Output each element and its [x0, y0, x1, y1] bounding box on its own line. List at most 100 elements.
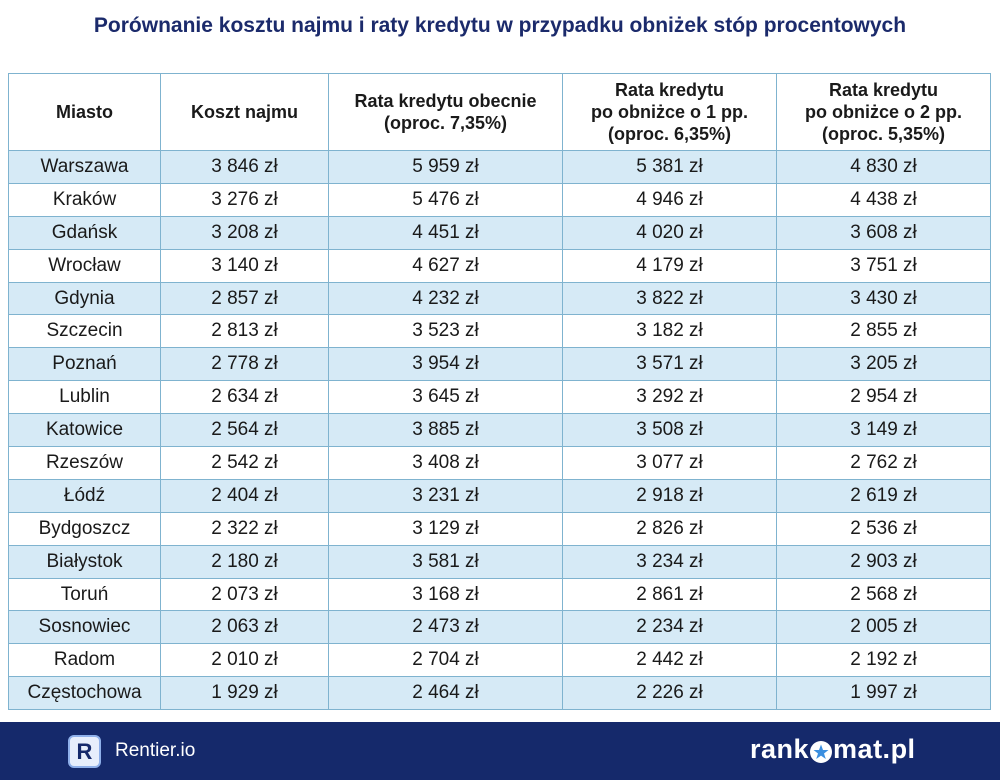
value-cell: 2 404 zł: [160, 478, 329, 513]
value-cell: 4 438 zł: [776, 182, 991, 217]
city-cell: Lublin: [8, 380, 161, 415]
value-cell: 3 077 zł: [562, 446, 777, 480]
value-cell: 2 861 zł: [562, 577, 777, 612]
comparison-table: Miasto Koszt najmu Rata kredytu obecnie (op…: [8, 73, 991, 711]
city-cell: Wrocław: [8, 248, 161, 283]
city-cell: Katowice: [8, 413, 161, 448]
value-cell: 2 180 zł: [160, 544, 329, 579]
column-header-line: Miasto: [55, 102, 113, 122]
value-cell: 3 885 zł: [328, 413, 563, 448]
table-row: Częstochowa 1 929 zł 2 464 zł 2 226 zł 1 997…: [8, 676, 991, 711]
value-cell: 3 751 zł: [776, 248, 991, 283]
table-row: Radom 2 010 zł 2 704 zł 2 442 zł 2 192 zł: [8, 643, 991, 678]
city-cell: Gdynia: [8, 281, 161, 316]
value-cell: 3 149 zł: [776, 413, 991, 448]
city-cell: Warszawa: [8, 150, 161, 184]
value-cell: 3 140 zł: [160, 248, 329, 283]
value-cell: 3 276 zł: [160, 182, 329, 217]
value-cell: 2 568 zł: [776, 577, 991, 612]
value-cell: 2 918 zł: [562, 478, 777, 513]
rankomat-logo-suffix: mat.pl: [833, 734, 916, 764]
column-header-line: po obniżce o 2 pp.: [805, 102, 962, 122]
rentier-logo-icon: R: [68, 735, 101, 768]
table-row: Warszawa 3 846 zł 5 959 zł 5 381 zł 4 830 zł: [8, 150, 991, 184]
value-cell: 2 564 zł: [160, 413, 329, 448]
value-cell: 2 073 zł: [160, 577, 329, 612]
value-cell: 3 234 zł: [562, 544, 777, 579]
city-cell: Bydgoszcz: [8, 511, 161, 546]
city-cell: Toruń: [8, 577, 161, 612]
value-cell: 3 508 zł: [562, 413, 777, 448]
city-cell: Kraków: [8, 182, 161, 217]
city-cell: Częstochowa: [8, 676, 161, 711]
city-cell: Sosnowiec: [8, 610, 161, 645]
city-cell: Szczecin: [8, 314, 161, 349]
value-cell: 4 627 zł: [328, 248, 563, 283]
table-row: Gdańsk 3 208 zł 4 451 zł 4 020 zł 3 608 zł: [8, 215, 991, 250]
value-cell: 4 020 zł: [562, 215, 777, 250]
value-cell: 2 778 zł: [160, 347, 329, 382]
value-cell: 3 954 zł: [328, 347, 563, 382]
value-cell: 2 855 zł: [776, 314, 991, 349]
column-header-line: (oproc. 7,35%): [383, 113, 508, 133]
rankomat-logo-prefix: rank: [750, 734, 810, 764]
value-cell: 3 822 zł: [562, 281, 777, 316]
column-header-line: Koszt najmu: [190, 102, 298, 122]
value-cell: 3 292 zł: [562, 380, 777, 415]
value-cell: 3 430 zł: [776, 281, 991, 316]
table-row: Poznań 2 778 zł 3 954 zł 3 571 zł 3 205 zł: [8, 347, 991, 382]
value-cell: 2 704 zł: [328, 643, 563, 678]
column-header-line: Rata kredytu: [828, 80, 939, 100]
table-row: Kraków 3 276 zł 5 476 zł 4 946 zł 4 438 zł: [8, 182, 991, 217]
value-cell: 2 813 zł: [160, 314, 329, 349]
value-cell: 1 997 zł: [776, 676, 991, 711]
table-header: Miasto Koszt najmu Rata kredytu obecnie (op…: [8, 73, 991, 151]
value-cell: 2 903 zł: [776, 544, 991, 579]
rentier-label: Rentier.io: [115, 740, 196, 761]
value-cell: 2 542 zł: [160, 446, 329, 480]
value-cell: 3 571 zł: [562, 347, 777, 382]
star-in-circle-icon: [810, 740, 833, 763]
city-cell: Radom: [8, 643, 161, 678]
value-cell: 2 464 zł: [328, 676, 563, 711]
value-cell: 3 846 zł: [160, 150, 329, 184]
value-cell: 2 473 zł: [328, 610, 563, 645]
value-cell: 3 205 zł: [776, 347, 991, 382]
value-cell: 4 946 zł: [562, 182, 777, 217]
city-cell: Białystok: [8, 544, 161, 579]
value-cell: 4 232 zł: [328, 281, 563, 316]
page-title: Porównanie kosztu najmu i raty kredytu w…: [93, 14, 907, 37]
value-cell: 3 581 zł: [328, 544, 563, 579]
value-cell: 3 408 zł: [328, 446, 563, 480]
rankomat-logo: rank mat.pl: [750, 734, 916, 765]
column-header: Rata kredytu po obniżce o 2 pp. (oproc. 5,…: [776, 73, 991, 151]
column-header: Rata kredytu po obniżce o 1 pp. (oproc. 6,…: [562, 73, 777, 151]
value-cell: 2 826 zł: [562, 511, 777, 546]
value-cell: 2 634 zł: [160, 380, 329, 415]
value-cell: 2 192 zł: [776, 643, 991, 678]
value-cell: 2 536 zł: [776, 511, 991, 546]
footer-bar: R Rentier.io rank mat.pl: [0, 722, 1000, 780]
table-row: Lublin 2 634 zł 3 645 zł 3 292 zł 2 954 zł: [8, 380, 991, 415]
city-cell: Gdańsk: [8, 215, 161, 250]
value-cell: 2 619 zł: [776, 478, 991, 513]
value-cell: 2 063 zł: [160, 610, 329, 645]
value-cell: 1 929 zł: [160, 676, 329, 711]
value-cell: 5 959 zł: [328, 150, 563, 184]
value-cell: 4 179 zł: [562, 248, 777, 283]
value-cell: 3 208 zł: [160, 215, 329, 250]
value-cell: 5 476 zł: [328, 182, 563, 217]
value-cell: 2 442 zł: [562, 643, 777, 678]
value-cell: 2 762 zł: [776, 446, 991, 480]
value-cell: 3 168 zł: [328, 577, 563, 612]
value-cell: 2 954 zł: [776, 380, 991, 415]
table-row: Katowice 2 564 zł 3 885 zł 3 508 zł 3 149 zł: [8, 413, 991, 448]
value-cell: 2 857 zł: [160, 281, 329, 316]
column-header-line: Rata kredytu obecnie: [354, 91, 537, 111]
table-row: Wrocław 3 140 zł 4 627 zł 4 179 zł 3 751 zł: [8, 248, 991, 283]
table-row: Rzeszów 2 542 zł 3 408 zł 3 077 zł 2 762 zł: [8, 446, 991, 480]
table-row: Gdynia 2 857 zł 4 232 zł 3 822 zł 3 430 zł: [8, 281, 991, 316]
column-header-line: (oproc. 5,35%): [821, 124, 946, 144]
value-cell: 4 451 zł: [328, 215, 563, 250]
table-row: Sosnowiec 2 063 zł 2 473 zł 2 234 zł 2 005 z…: [8, 610, 991, 645]
